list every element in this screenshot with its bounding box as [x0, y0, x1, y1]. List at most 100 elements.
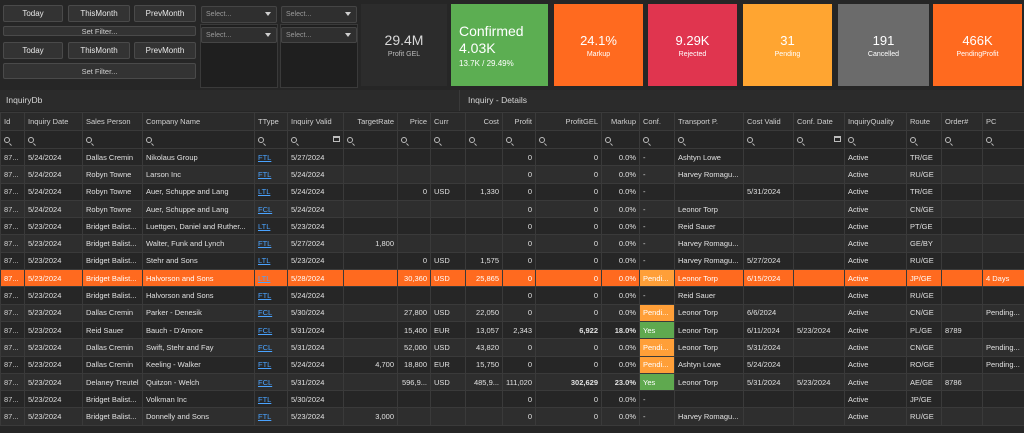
column-header[interactable]: Curr — [430, 112, 466, 131]
column-filter-cell[interactable] — [24, 130, 83, 149]
column-filter-cell[interactable] — [601, 130, 640, 149]
ttype-link[interactable]: FTL — [258, 360, 272, 370]
ttype-link[interactable]: FTL — [258, 412, 272, 422]
search-icon[interactable] — [506, 137, 512, 144]
prev-month-button-2[interactable]: PrevMonth — [134, 42, 196, 59]
kpi-rejected-tile[interactable]: 9.29K Rejected — [648, 4, 737, 86]
column-filter-cell[interactable] — [430, 130, 466, 149]
table-row[interactable]: 87... 5/24/2024 Dallas Cremin Nikolaus Grou… — [0, 147, 1024, 167]
column-filter-cell[interactable] — [941, 130, 983, 149]
column-header[interactable]: Conf. — [639, 112, 675, 131]
column-filter-cell[interactable] — [142, 130, 255, 149]
kpi-profit-tile[interactable]: 29.4M Profit GEL — [361, 4, 447, 86]
table-row[interactable]: 87... 5/23/2024 Reid Sauer Bauch - D'Amore F… — [0, 320, 1024, 340]
search-icon[interactable] — [347, 137, 353, 144]
search-icon[interactable] — [469, 137, 475, 144]
column-filter-cell[interactable] — [535, 130, 602, 149]
table-row[interactable]: 87... 5/23/2024 Dallas Cremin Keeling - Wal… — [0, 355, 1024, 374]
column-filter-cell[interactable] — [844, 130, 907, 149]
column-header[interactable]: Cost Valid — [743, 112, 794, 131]
column-header[interactable]: Transport P. — [674, 112, 744, 131]
search-icon[interactable] — [986, 137, 992, 144]
calendar-icon[interactable] — [834, 136, 841, 142]
column-filter-cell[interactable] — [254, 130, 288, 149]
column-filter-cell[interactable] — [743, 130, 794, 149]
column-header[interactable]: Inquiry Date — [24, 112, 83, 131]
table-row[interactable]: 87... 5/23/2024 Dallas Cremin Parker - Dene… — [0, 303, 1024, 322]
search-icon[interactable] — [146, 137, 152, 144]
select-dropdown-3[interactable]: Select... — [201, 27, 277, 43]
column-filter-cell[interactable] — [906, 130, 942, 149]
ttype-link[interactable]: FTL — [258, 291, 272, 301]
search-icon[interactable] — [291, 137, 297, 144]
column-filter-cell[interactable] — [0, 130, 25, 149]
column-filter-cell[interactable] — [982, 130, 1024, 149]
prev-month-button[interactable]: PrevMonth — [134, 5, 196, 22]
search-icon[interactable] — [747, 137, 753, 144]
table-row[interactable]: 87... 5/23/2024 Bridget Balist... Halvorson… — [0, 269, 1024, 288]
search-icon[interactable] — [797, 137, 803, 144]
search-icon[interactable] — [28, 137, 34, 144]
search-icon[interactable] — [258, 137, 264, 144]
select-dropdown-1[interactable]: Select... — [201, 6, 277, 23]
calendar-icon[interactable] — [333, 136, 340, 142]
column-filter-cell[interactable] — [502, 130, 536, 149]
set-filter-button[interactable]: Set Filter... — [3, 26, 196, 36]
search-icon[interactable] — [434, 137, 440, 144]
ttype-link[interactable]: LTL — [258, 256, 271, 266]
kpi-cancelled-tile[interactable]: 191 Cancelled — [838, 4, 929, 86]
this-month-button-2[interactable]: ThisMonth — [68, 42, 130, 59]
ttype-link[interactable]: LTL — [258, 187, 271, 197]
column-header[interactable]: Sales Person — [82, 112, 143, 131]
table-row[interactable]: 87... 5/23/2024 Dallas Cremin Swift, Stehr … — [0, 338, 1024, 357]
today-button[interactable]: Today — [3, 5, 63, 22]
table-row[interactable]: 87... 5/24/2024 Robyn Towne Auer, Schuppe a… — [0, 182, 1024, 201]
column-header[interactable]: PC — [982, 112, 1024, 131]
kpi-pending-profit-tile[interactable]: 466K PendingProfit — [933, 4, 1022, 86]
column-header[interactable]: Company Name — [142, 112, 255, 131]
ttype-link[interactable]: FCL — [258, 204, 273, 214]
column-filter-cell[interactable] — [397, 130, 431, 149]
column-header[interactable]: Profit — [502, 112, 536, 131]
column-filter-cell[interactable] — [639, 130, 675, 149]
column-filter-cell[interactable] — [287, 130, 344, 149]
table-row[interactable]: 87... 5/23/2024 Delaney Treutel Quitzon - W… — [0, 372, 1024, 392]
kpi-markup-tile[interactable]: 24.1% Markup — [554, 4, 643, 86]
ttype-link[interactable]: FTL — [258, 152, 272, 162]
kpi-pending-tile[interactable]: 31 Pending — [743, 4, 832, 86]
column-header[interactable]: TargetRate — [343, 112, 398, 131]
ttype-link[interactable]: FTL — [258, 239, 272, 249]
ttype-link[interactable]: FTL — [258, 169, 272, 179]
column-filter-cell[interactable] — [465, 130, 503, 149]
column-header[interactable]: ProfitGEL — [535, 112, 602, 131]
ttype-link[interactable]: FTL — [258, 394, 272, 404]
search-icon[interactable] — [539, 137, 545, 144]
kpi-confirmed-tile[interactable]: Confirmed 4.03K 13.7K / 29.49% — [451, 4, 548, 86]
table-row[interactable]: 87... 5/23/2024 Bridget Balist... Luettgen,… — [0, 217, 1024, 236]
ttype-link[interactable]: FCL — [258, 377, 273, 387]
ttype-link[interactable]: LTL — [258, 273, 271, 283]
column-filter-cell[interactable] — [674, 130, 744, 149]
select-dropdown-2[interactable]: Select... — [281, 6, 357, 23]
ttype-link[interactable]: FCL — [258, 342, 273, 352]
search-icon[interactable] — [4, 137, 10, 144]
column-header[interactable]: Order# — [941, 112, 983, 131]
column-header[interactable]: Cost — [465, 112, 503, 131]
column-header[interactable]: InquiryQuality — [844, 112, 907, 131]
table-row[interactable]: 87... 5/23/2024 Bridget Balist... Donnelly … — [0, 407, 1024, 426]
search-icon[interactable] — [605, 137, 611, 144]
search-icon[interactable] — [945, 137, 951, 144]
select-dropdown-4[interactable]: Select... — [281, 27, 357, 43]
search-icon[interactable] — [910, 137, 916, 144]
ttype-link[interactable]: LTL — [258, 221, 271, 231]
set-filter-button-2[interactable]: Set Filter... — [3, 63, 196, 79]
column-header[interactable]: Route — [906, 112, 942, 131]
column-header[interactable]: Price — [397, 112, 431, 131]
this-month-button[interactable]: ThisMonth — [68, 5, 130, 22]
ttype-link[interactable]: FCL — [258, 308, 273, 318]
column-filter-cell[interactable] — [82, 130, 143, 149]
table-row[interactable]: 87... 5/23/2024 Bridget Balist... Volkman I… — [0, 390, 1024, 409]
today-button-2[interactable]: Today — [3, 42, 63, 59]
column-header[interactable]: Markup — [601, 112, 640, 131]
table-row[interactable]: 87... 5/24/2024 Robyn Towne Auer, Schuppe a… — [0, 199, 1024, 219]
